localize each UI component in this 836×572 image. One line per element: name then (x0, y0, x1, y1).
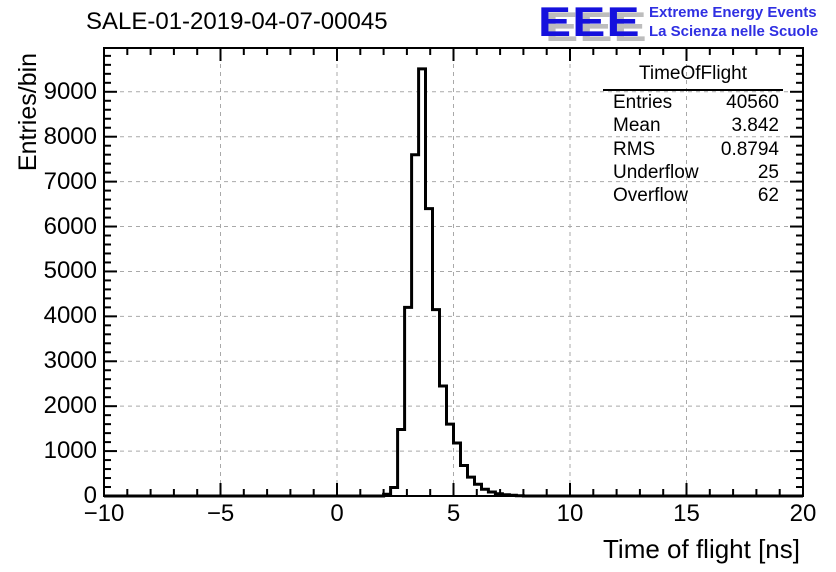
x-tick-label: −5 (206, 500, 235, 527)
histogram-outline (104, 67, 803, 498)
stats-row-mean: Mean 3.842 (603, 114, 783, 137)
y-tick-label: 6000 (43, 212, 97, 240)
stats-label: Entries (613, 92, 673, 113)
y-tick-label: 2000 (43, 392, 97, 420)
stats-value: 40560 (726, 92, 779, 113)
stats-row-rms: RMS 0.8794 (603, 138, 783, 161)
stats-row-entries: Entries 40560 (603, 91, 783, 114)
stats-box: TimeOfFlight Entries 40560 Mean 3.842 RM… (603, 62, 783, 207)
stats-value: 0.8794 (720, 138, 779, 160)
eee-logo-text: Extreme Energy Events La Scienza nelle S… (649, 3, 818, 41)
eee-logo-line2: La Scienza nelle Scuole (649, 23, 819, 40)
x-tick-label: 10 (556, 500, 584, 527)
x-tick-label: 15 (673, 500, 700, 527)
x-tick-label: 20 (789, 500, 817, 527)
x-tick-label: −10 (83, 500, 125, 527)
x-tick-label: 0 (330, 500, 344, 527)
y-tick-label: 7000 (43, 167, 97, 195)
stats-label: Mean (613, 115, 661, 137)
stats-title: TimeOfFlight (603, 62, 783, 91)
y-tick-label: 5000 (43, 257, 97, 285)
stats-value: 3.842 (731, 115, 779, 137)
y-tick-label: 3000 (43, 347, 97, 375)
stats-row-underflow: Underflow 25 (603, 161, 783, 184)
y-tick-label: 0 (83, 482, 97, 509)
stats-value: 62 (757, 185, 779, 207)
x-axis-title: Time of flight [ns] (603, 534, 800, 564)
stats-label: RMS (613, 138, 656, 160)
x-tick-label: 5 (446, 500, 461, 527)
eee-logo: EEE (538, 0, 641, 45)
stats-value: 25 (757, 161, 779, 183)
eee-logo-line1: Extreme Energy Events (649, 4, 817, 21)
plot-title: SALE-01-2019-04-07-00045 (86, 8, 388, 35)
stats-row-overflow: Overflow 62 (603, 184, 783, 207)
y-tick-label: 4000 (43, 302, 97, 330)
y-tick-label: 1000 (43, 437, 97, 465)
y-tick-label: 9000 (43, 77, 97, 105)
stats-label: Underflow (613, 161, 699, 183)
y-tick-label: 8000 (43, 122, 97, 150)
stats-label: Overflow (613, 185, 688, 207)
